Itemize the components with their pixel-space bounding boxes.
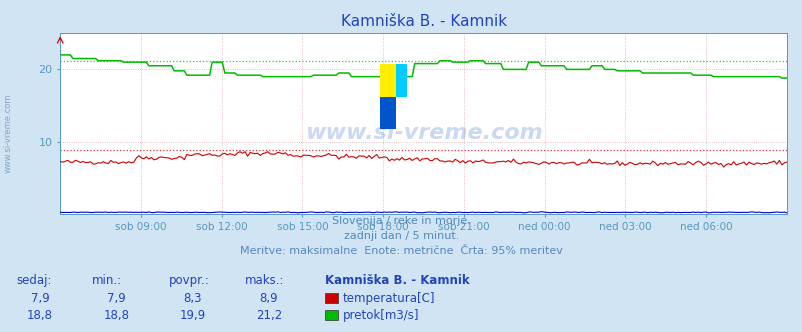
Text: sedaj:: sedaj: (16, 274, 51, 287)
Text: 19,9: 19,9 (180, 309, 205, 322)
FancyBboxPatch shape (379, 64, 395, 97)
Text: maks.:: maks.: (245, 274, 284, 287)
Text: 8,9: 8,9 (259, 292, 278, 305)
Text: pretok[m3/s]: pretok[m3/s] (342, 309, 419, 322)
Text: min.:: min.: (92, 274, 123, 287)
Text: www.si-vreme.com: www.si-vreme.com (304, 123, 542, 143)
FancyBboxPatch shape (395, 64, 407, 97)
FancyBboxPatch shape (379, 97, 395, 129)
Text: temperatura[C]: temperatura[C] (342, 292, 435, 305)
Text: Meritve: maksimalne  Enote: metrične  Črta: 95% meritev: Meritve: maksimalne Enote: metrične Črta… (240, 246, 562, 256)
Text: www.si-vreme.com: www.si-vreme.com (3, 93, 13, 173)
Text: 7,9: 7,9 (107, 292, 126, 305)
Text: 21,2: 21,2 (256, 309, 282, 322)
Title: Kamniška B. - Kamnik: Kamniška B. - Kamnik (340, 14, 506, 29)
Text: 7,9: 7,9 (30, 292, 50, 305)
Text: zadnji dan / 5 minut.: zadnji dan / 5 minut. (343, 231, 459, 241)
Text: 18,8: 18,8 (27, 309, 53, 322)
Text: 8,3: 8,3 (183, 292, 202, 305)
Text: Slovenija / reke in morje.: Slovenija / reke in morje. (332, 216, 470, 226)
Text: Kamniška B. - Kamnik: Kamniška B. - Kamnik (325, 274, 469, 287)
Text: povpr.:: povpr.: (168, 274, 209, 287)
Text: 18,8: 18,8 (103, 309, 129, 322)
